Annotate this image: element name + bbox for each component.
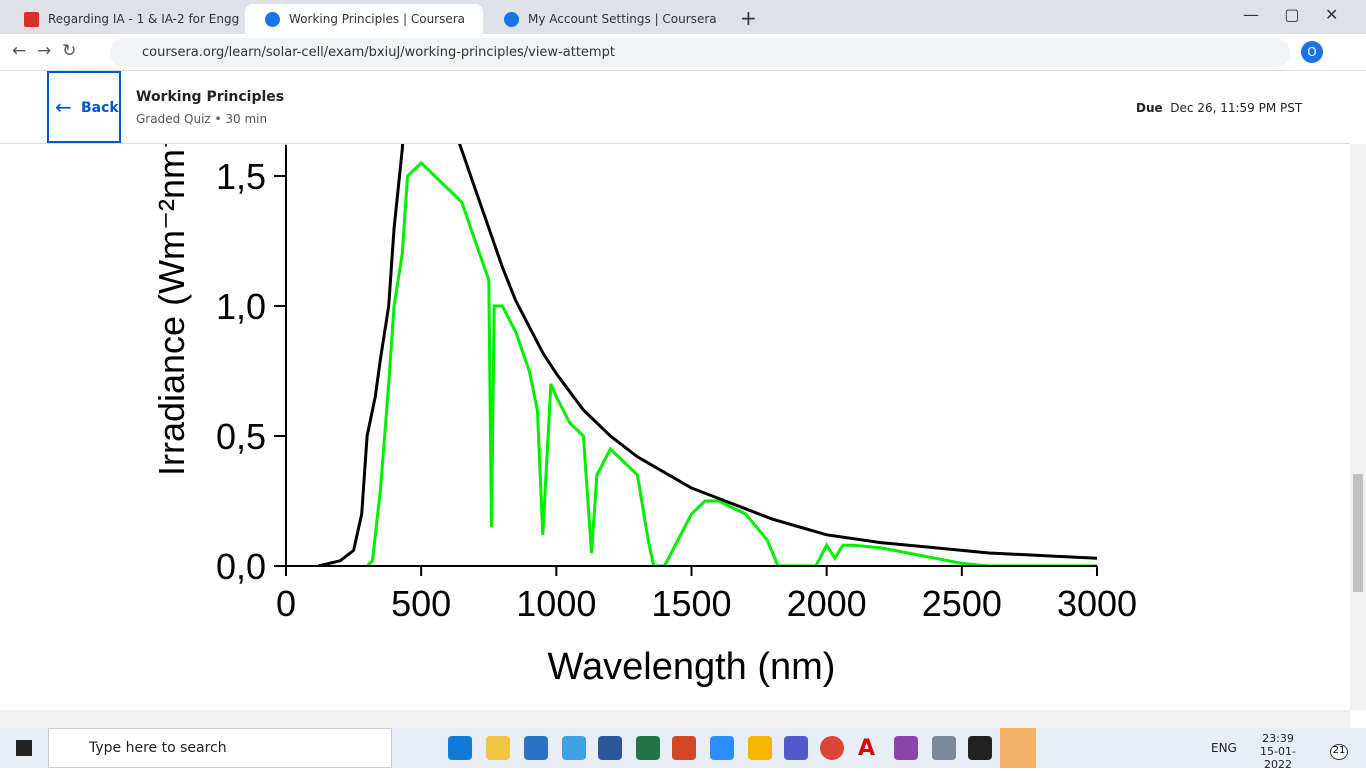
- plot-area: [318, 144, 1098, 567]
- clock-time[interactable]: 23:39: [1262, 732, 1294, 745]
- y-tick-label: 0,5: [216, 416, 266, 457]
- y-tick-label: 1,5: [216, 156, 266, 197]
- series-line: [318, 144, 1098, 567]
- app-icon[interactable]: [932, 736, 956, 760]
- app-icon[interactable]: [894, 736, 918, 760]
- nav-buttons[interactable]: ← → ↻: [12, 41, 77, 61]
- tab[interactable]: Working Principles | Coursera: [245, 4, 483, 34]
- tab-strip: Regarding IA - 1 & IA-2 for Engg Working…: [0, 0, 1366, 34]
- chart: 0,0 0,5 1,0 1,5 0 500 1000 1500 2000 2500 3000 Wave…: [151, 144, 1137, 688]
- tab[interactable]: Regarding IA - 1 & IA-2 for Engg: [4, 4, 242, 34]
- x-tick-label: 0: [276, 583, 296, 624]
- word-icon[interactable]: [598, 736, 622, 760]
- window-controls[interactable]: — ▢ ✕: [1243, 5, 1339, 24]
- clock-date[interactable]: 15-01-2022: [1260, 745, 1296, 771]
- new-tab-button[interactable]: +: [740, 6, 757, 30]
- active-app[interactable]: [1000, 728, 1036, 768]
- mail-icon[interactable]: [524, 736, 548, 760]
- quiz-header: ← Back Working Principles Graded Quiz • 3…: [0, 71, 1350, 144]
- edge-icon[interactable]: [448, 736, 472, 760]
- acrobat-icon[interactable]: A: [858, 736, 882, 761]
- x-tick-label: 1500: [651, 583, 731, 624]
- url-text: coursera.org/learn/solar-cell/exam/bxiuJ…: [142, 45, 615, 60]
- start-button[interactable]: [16, 740, 32, 756]
- y-tick-label: 1,0: [216, 286, 266, 327]
- tab-title: Regarding IA - 1 & IA-2 for Engg: [48, 12, 240, 26]
- zoom-icon[interactable]: [710, 736, 734, 760]
- ie-icon[interactable]: [562, 736, 586, 760]
- teams-icon[interactable]: [784, 736, 808, 760]
- back-arrow: ←: [55, 95, 72, 119]
- tab[interactable]: My Account Settings | Coursera: [484, 4, 722, 34]
- url-field[interactable]: coursera.org/learn/solar-cell/exam/bxiuJ…: [110, 38, 1290, 67]
- tab-title: My Account Settings | Coursera: [528, 12, 717, 26]
- due-date: Dec 26, 11:59 PM PST: [1170, 101, 1303, 115]
- taskbar: Type here to search A ENG 23:39 15-01-202…: [0, 728, 1366, 771]
- app-icon[interactable]: [748, 736, 772, 760]
- profile-button[interactable]: O: [1301, 41, 1323, 63]
- tab-title: Working Principles | Coursera: [289, 12, 466, 26]
- back-button[interactable]: ← Back: [47, 71, 121, 143]
- x-tick-label: 2000: [787, 583, 867, 624]
- explorer-icon[interactable]: [486, 736, 510, 760]
- x-tick-label: 3000: [1057, 583, 1137, 624]
- excel-icon[interactable]: [636, 736, 660, 760]
- y-axis-label: Irradiance (Wm⁻²nm⁻¹): [151, 144, 192, 476]
- x-axis-label: Wavelength (nm): [548, 646, 836, 688]
- h-scrollbar[interactable]: [0, 710, 1350, 728]
- due-label: Due: [1136, 101, 1163, 115]
- quiz-subtitle: Graded Quiz • 30 min: [136, 112, 268, 126]
- language[interactable]: ENG: [1211, 741, 1237, 755]
- notification-badge[interactable]: 21: [1330, 744, 1348, 760]
- address-bar: ← → ↻ coursera.org/learn/solar-cell/exam…: [0, 34, 1366, 71]
- search-placeholder: Type here to search: [89, 740, 227, 756]
- search-box[interactable]: Type here to search: [48, 728, 392, 768]
- series-line: [366, 160, 1097, 567]
- scrollbar[interactable]: [1350, 144, 1366, 710]
- back-label: Back: [81, 100, 119, 116]
- x-tick-label: 2500: [922, 583, 1002, 624]
- scroll-thumb[interactable]: [1353, 474, 1363, 592]
- chrome-icon[interactable]: [820, 736, 844, 760]
- x-tick-label: 500: [391, 583, 451, 624]
- y-tick-label: 0,0: [216, 546, 266, 587]
- powerpoint-icon[interactable]: [672, 736, 696, 760]
- photos-icon[interactable]: [968, 736, 992, 760]
- quiz-title: Working Principles: [136, 89, 285, 105]
- x-tick-label: 1000: [516, 583, 596, 624]
